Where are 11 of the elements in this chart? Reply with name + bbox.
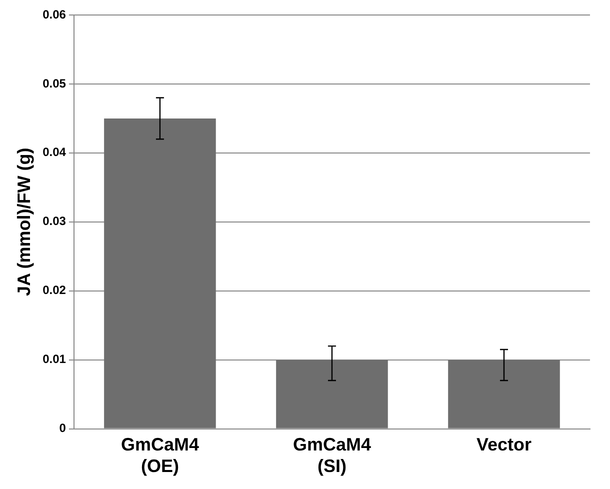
y-tick-label: 0.06: [42, 7, 66, 22]
x-tick-label: GmCaM4 (OE): [120, 434, 199, 476]
y-tick-label: 0.01: [42, 352, 66, 366]
x-tick-label: GmCaM4 (SI): [292, 434, 371, 476]
y-tick-label: 0.04: [42, 145, 66, 160]
y-axis-title: JA (mmol)/FW (g): [14, 148, 34, 296]
y-tick-label: 0.03: [42, 214, 66, 228]
x-tick-label: Vector: [476, 434, 532, 455]
y-tick-label: 0.05: [42, 76, 66, 90]
y-tick-label: 0.02: [42, 283, 66, 298]
y-tick-label: 0: [59, 421, 66, 436]
